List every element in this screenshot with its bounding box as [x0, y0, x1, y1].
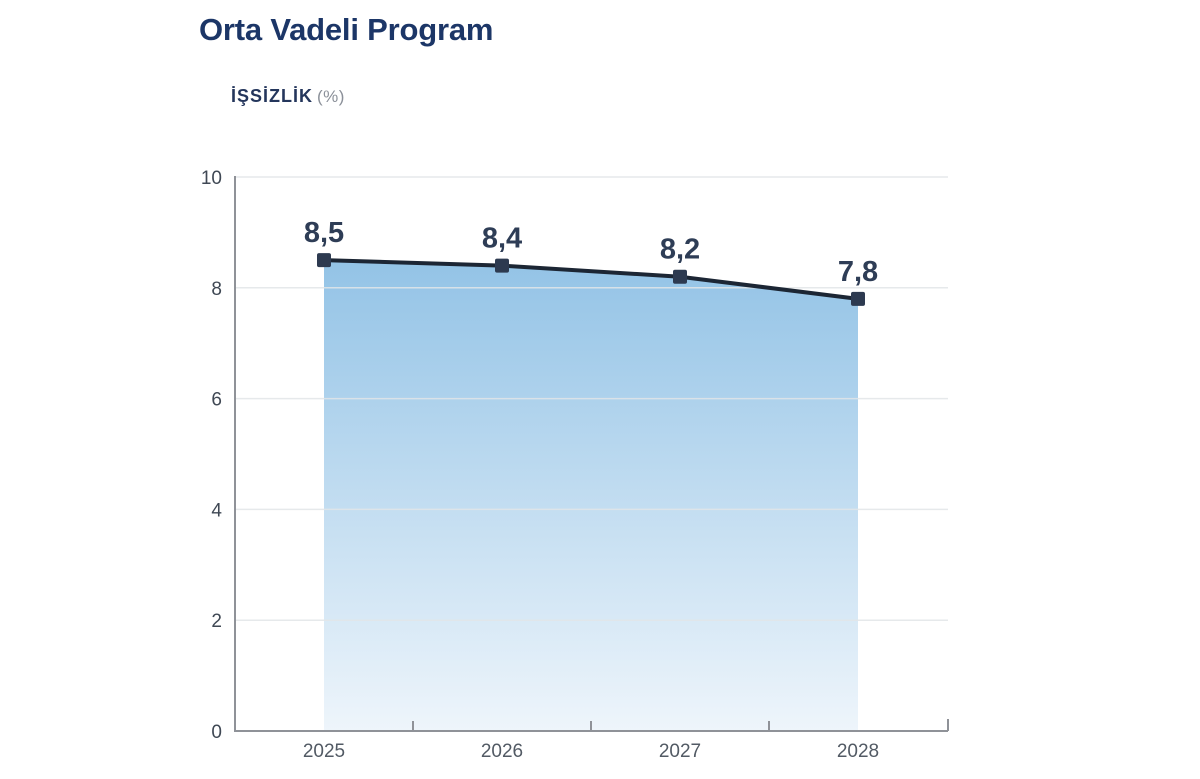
point-label: 8,2	[660, 234, 700, 266]
chart-title: Orta Vadeli Program	[199, 12, 494, 47]
data-point-marker	[673, 269, 687, 284]
area-fill	[324, 260, 858, 731]
x-tick-label: 2027	[659, 741, 701, 762]
chart-subtitle-label: İŞSİZLİK	[231, 86, 314, 106]
y-tick-label: 4	[211, 500, 222, 521]
x-tick-label: 2025	[303, 741, 345, 762]
point-label: 8,4	[482, 223, 522, 255]
data-point-marker	[495, 258, 509, 273]
x-tick-label: 2026	[481, 741, 523, 762]
data-line	[322, 258, 860, 301]
y-tick-label: 2	[211, 611, 222, 632]
point-label: 8,5	[304, 217, 344, 249]
chart-subtitle-unit: (%)	[317, 87, 345, 106]
y-tick-label: 6	[211, 390, 222, 411]
y-tick-label: 8	[211, 279, 222, 300]
point-label: 7,8	[838, 256, 878, 288]
chart-subtitle: İŞSİZLİK (%)	[231, 85, 345, 108]
data-point-marker	[851, 291, 865, 306]
x-tick-label: 2028	[837, 741, 879, 762]
y-tick-label: 10	[201, 168, 222, 189]
y-tick-label: 0	[211, 722, 222, 743]
data-point-marker	[317, 253, 331, 268]
